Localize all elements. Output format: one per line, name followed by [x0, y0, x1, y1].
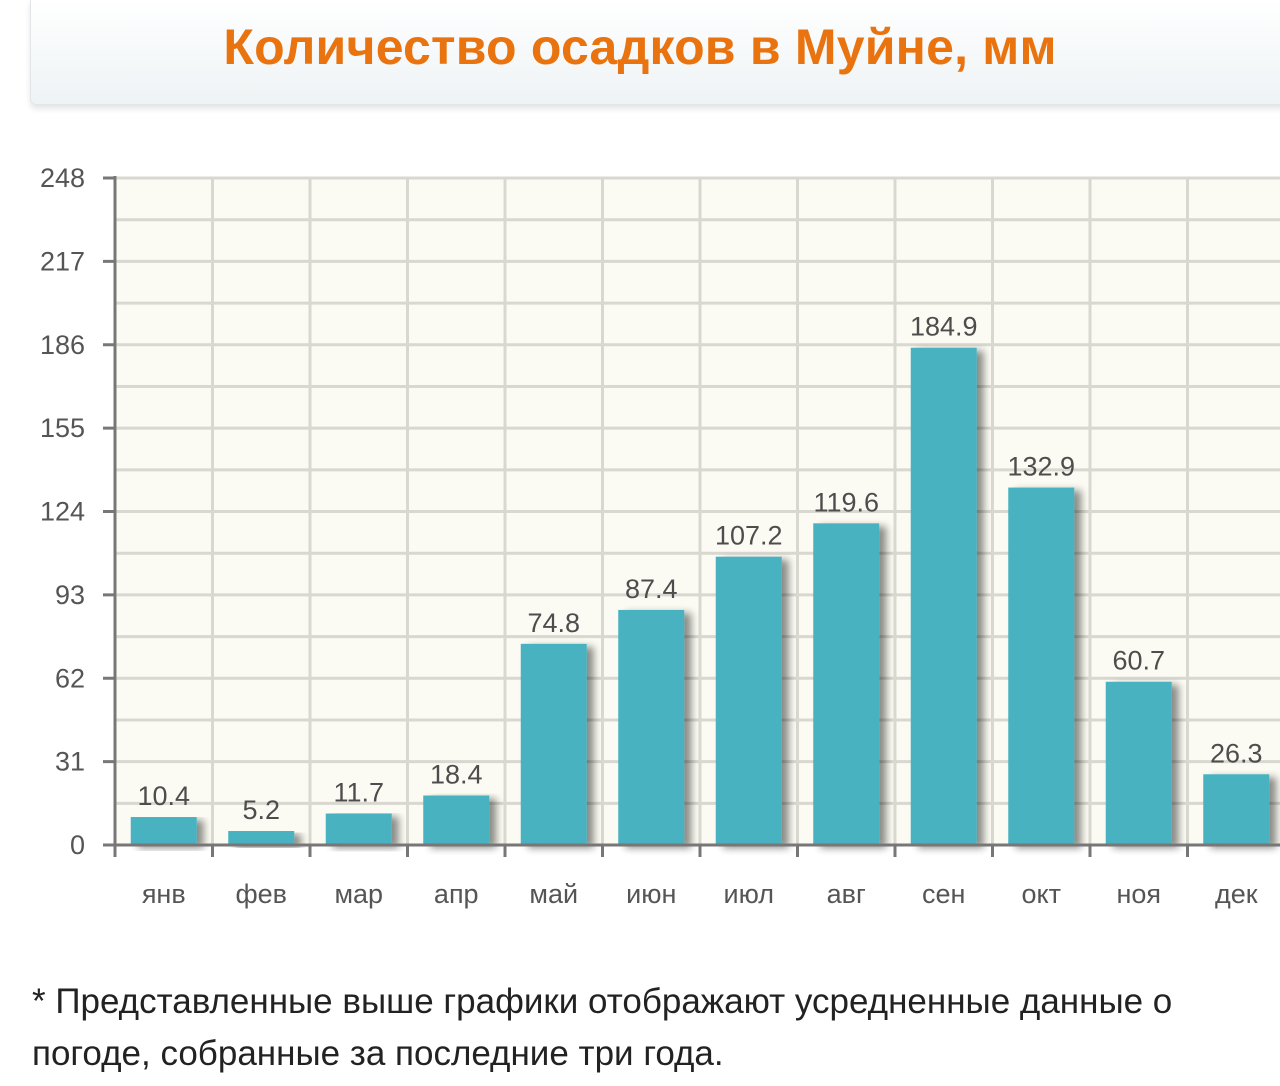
data-label: 60.7	[1112, 646, 1165, 676]
y-tick-label: 186	[40, 330, 85, 360]
data-label: 132.9	[1007, 452, 1075, 482]
y-tick-label: 248	[40, 163, 85, 193]
bar-окт	[1008, 487, 1075, 845]
x-tick-label: ноя	[1116, 879, 1161, 909]
data-label: 26.3	[1210, 738, 1263, 768]
precipitation-bar-chart: 10.4 янв 5.2 фев 11.7 мар 18.4 апр 74.8 май 87.4 ию…	[40, 163, 1280, 909]
y-tick-label: 93	[55, 580, 85, 610]
data-label: 11.7	[333, 778, 384, 808]
bar-июл	[715, 556, 782, 845]
x-tick-label: фев	[235, 879, 287, 909]
y-tick-label: 217	[40, 246, 85, 276]
data-label: 119.6	[813, 487, 879, 517]
bar-ноя	[1105, 681, 1172, 845]
chart-title: Количество осадков в Муйне, мм	[223, 19, 1057, 75]
x-tick-label: дек	[1215, 879, 1258, 909]
data-label: 87.4	[625, 574, 678, 604]
y-tick-label: 31	[55, 747, 85, 777]
bar-дек	[1203, 774, 1270, 845]
y-tick-label: 155	[40, 413, 85, 443]
x-tick-label: янв	[142, 879, 186, 909]
x-tick-label: июн	[626, 879, 676, 909]
x-tick-label: окт	[1022, 879, 1062, 909]
x-tick-label: мар	[334, 879, 383, 909]
bar-мар	[325, 813, 392, 845]
bar-янв	[130, 817, 197, 845]
data-label: 184.9	[910, 312, 978, 342]
title-panel	[30, 0, 1280, 105]
y-tick-label: 62	[55, 663, 85, 693]
x-tick-label: сен	[922, 879, 965, 909]
bar-фев	[228, 831, 295, 845]
bar-апр	[423, 795, 490, 845]
footnote: * Представленные выше графики отображают…	[32, 982, 1173, 1073]
bar-июн	[618, 609, 685, 845]
x-tick-label: май	[529, 879, 578, 909]
bar-авг	[813, 523, 880, 845]
data-label: 10.4	[137, 781, 190, 811]
data-label: 18.4	[430, 760, 483, 790]
data-label: 107.2	[715, 521, 783, 551]
data-label: 74.8	[527, 608, 580, 638]
x-tick-label: авг	[827, 879, 866, 909]
bar-май	[520, 643, 587, 845]
data-label: 5.2	[242, 795, 280, 825]
y-tick-label: 124	[40, 497, 85, 527]
bar-сен	[910, 347, 977, 845]
x-tick-label: июл	[724, 879, 775, 909]
y-tick-label: 0	[70, 830, 85, 860]
x-tick-label: апр	[434, 879, 479, 909]
